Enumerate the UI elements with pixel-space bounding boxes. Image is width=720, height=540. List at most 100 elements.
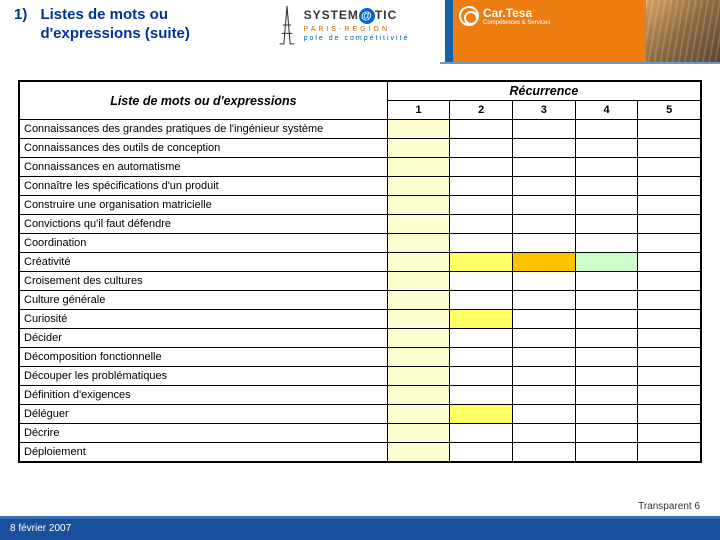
- date-bar: 8 février 2007: [0, 516, 720, 540]
- cell: [387, 139, 450, 158]
- cell: [387, 215, 450, 234]
- cell: [575, 310, 638, 329]
- cell: [450, 215, 513, 234]
- cell: [638, 120, 701, 139]
- row-label: Curiosité: [20, 310, 388, 329]
- th-col: 4: [575, 101, 638, 120]
- cell: [513, 405, 576, 424]
- table-row: Connaître les spécifications d'un produi…: [20, 177, 701, 196]
- cell: [575, 291, 638, 310]
- table-row: Curiosité: [20, 310, 701, 329]
- cell: [575, 196, 638, 215]
- table-row: Croisement des cultures: [20, 272, 701, 291]
- cell: [387, 253, 450, 272]
- row-label: Coordination: [20, 234, 388, 253]
- table-row: Connaissances des outils de conception: [20, 139, 701, 158]
- row-label: Décrire: [20, 424, 388, 443]
- header: 1) Listes de mots ou d'expressions (suit…: [0, 0, 720, 80]
- table-row: Convictions qu'il faut défendre: [20, 215, 701, 234]
- table-row: Connaissances en automatisme: [20, 158, 701, 177]
- table-row: Découper les problématiques: [20, 367, 701, 386]
- table-row: Déléguer: [20, 405, 701, 424]
- slide: 1) Listes de mots ou d'expressions (suit…: [0, 0, 720, 540]
- row-label: Connaissances des outils de conception: [20, 139, 388, 158]
- table-container: Liste de mots ou d'expressions Récurrenc…: [18, 80, 702, 463]
- cell: [513, 367, 576, 386]
- cell: [450, 272, 513, 291]
- cell: [575, 386, 638, 405]
- row-label: Créativité: [20, 253, 388, 272]
- cell: [575, 158, 638, 177]
- table-row: Coordination: [20, 234, 701, 253]
- row-label: Connaissances en automatisme: [20, 158, 388, 177]
- at-icon: @: [359, 8, 375, 24]
- cartesa-banner: Car.Tesa Compétences & Services: [445, 0, 720, 62]
- th-col: 3: [513, 101, 576, 120]
- cell: [638, 196, 701, 215]
- title-text: Listes de mots ou d'expressions (suite): [40, 6, 220, 44]
- footer: Transparent 6 8 février 2007: [0, 501, 720, 540]
- table-row: Connaissances des grandes pratiques de l…: [20, 120, 701, 139]
- table-row: Décrire: [20, 424, 701, 443]
- cell: [450, 196, 513, 215]
- cell: [450, 120, 513, 139]
- cell: [513, 158, 576, 177]
- row-label: Déléguer: [20, 405, 388, 424]
- cell: [513, 424, 576, 443]
- cell: [575, 367, 638, 386]
- cell: [513, 196, 576, 215]
- cell: [638, 443, 701, 462]
- systematic-text: SYSTEM@TIC: [304, 8, 410, 24]
- row-label: Culture générale: [20, 291, 388, 310]
- cell: [450, 386, 513, 405]
- cell: [513, 272, 576, 291]
- systematic-sub2: pole de compétitivité: [304, 35, 410, 42]
- cell: [450, 177, 513, 196]
- row-label: Connaissances des grandes pratiques de l…: [20, 120, 388, 139]
- cell: [387, 367, 450, 386]
- cell: [638, 405, 701, 424]
- banner-image: [646, 0, 720, 62]
- cell: [575, 424, 638, 443]
- row-label: Construire une organisation matricielle: [20, 196, 388, 215]
- cell: [575, 443, 638, 462]
- eiffel-icon: [276, 4, 298, 46]
- row-label: Découper les problématiques: [20, 367, 388, 386]
- cell: [575, 120, 638, 139]
- cell: [513, 215, 576, 234]
- cell: [513, 386, 576, 405]
- cartesa-text: Car.Tesa: [483, 6, 550, 20]
- th-col: 5: [638, 101, 701, 120]
- title-number: 1): [14, 6, 36, 23]
- cartesa-icon: [459, 6, 479, 26]
- cell: [387, 234, 450, 253]
- expressions-table: Liste de mots ou d'expressions Récurrenc…: [19, 81, 701, 462]
- cell: [450, 139, 513, 158]
- cell: [638, 158, 701, 177]
- cell: [450, 405, 513, 424]
- cell: [513, 291, 576, 310]
- cell: [387, 329, 450, 348]
- table-row: Définition d'exigences: [20, 386, 701, 405]
- cell: [387, 348, 450, 367]
- cell: [450, 329, 513, 348]
- systematic-word2: TIC: [375, 8, 397, 22]
- cell: [513, 348, 576, 367]
- systematic-word1: SYSTEM: [304, 8, 359, 22]
- row-label: Connaître les spécifications d'un produi…: [20, 177, 388, 196]
- cell: [513, 443, 576, 462]
- cartesa-sub: Compétences & Services: [483, 20, 550, 26]
- cell: [638, 367, 701, 386]
- header-underline: [440, 62, 720, 64]
- systematic-sub1: PARIS-REGION: [304, 26, 410, 33]
- cell: [638, 215, 701, 234]
- cell: [450, 443, 513, 462]
- cell: [638, 253, 701, 272]
- cell: [513, 329, 576, 348]
- cell: [638, 177, 701, 196]
- cell: [387, 120, 450, 139]
- cell: [450, 253, 513, 272]
- cell: [575, 329, 638, 348]
- cell: [450, 234, 513, 253]
- table-row: Décider: [20, 329, 701, 348]
